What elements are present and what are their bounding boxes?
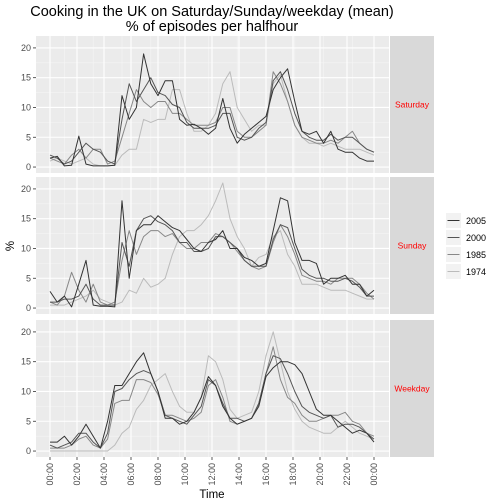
legend: 2005 2000 1985 1974 bbox=[446, 213, 486, 279]
y-axis-label: % bbox=[5, 241, 17, 251]
y-tick-label: 10 bbox=[21, 386, 31, 396]
x-tick-label: 04:00 bbox=[99, 463, 109, 486]
series-line-2000-weekday bbox=[49, 355, 375, 449]
x-tick-label: 22:00 bbox=[342, 463, 352, 486]
y-tick-label: 5 bbox=[26, 416, 31, 426]
y-tick-label: 0 bbox=[26, 446, 31, 456]
series-line-1974-weekday bbox=[50, 331, 375, 452]
series-line-1985-sunday bbox=[49, 224, 375, 306]
x-tick-label: 00:00 bbox=[369, 463, 379, 486]
x-tick-label: 10:00 bbox=[180, 463, 190, 486]
y-tick-label: 5 bbox=[26, 132, 31, 142]
y-tick-label: 20 bbox=[21, 327, 31, 337]
y-tick-label: 10 bbox=[21, 243, 31, 253]
series-line-2005-sunday bbox=[49, 197, 375, 308]
y-tick-label: 20 bbox=[21, 43, 31, 53]
facet-strip bbox=[390, 320, 434, 457]
facet-strip bbox=[390, 177, 434, 314]
legend-label-2005: 2005 bbox=[466, 216, 486, 226]
legend-label-2000: 2000 bbox=[466, 233, 486, 243]
y-tick-label: 15 bbox=[21, 214, 31, 224]
x-tick-label: 02:00 bbox=[72, 463, 82, 486]
y-tick-label: 5 bbox=[26, 273, 31, 283]
panel-saturday: 0 5 10 15 20 Saturday bbox=[21, 36, 434, 173]
x-tick-label: 00:00 bbox=[45, 463, 55, 486]
x-tick-label: 20:00 bbox=[315, 463, 325, 486]
y-tick-label: 10 bbox=[21, 102, 31, 112]
facet-label-weekday: Weekday bbox=[394, 384, 430, 394]
series-line-2005-weekday bbox=[50, 352, 375, 449]
y-tick-label: 0 bbox=[26, 162, 31, 172]
facet-strip bbox=[390, 36, 434, 173]
y-tick-label: 20 bbox=[21, 184, 31, 194]
series-line-1974-sunday bbox=[50, 182, 374, 306]
series-line-2000-sunday bbox=[50, 215, 374, 306]
legend-label-1985: 1985 bbox=[466, 250, 486, 260]
panels: 0 5 10 15 20 Saturday 0 5 10 15 20 Sunday 0 5 10 15 20 We… bbox=[21, 36, 434, 486]
panel-weekday: 0 5 10 15 20 Weekday bbox=[21, 320, 434, 457]
chart-title: Cooking in the UK on Saturday/Sunday/wee… bbox=[30, 4, 394, 20]
x-tick-label: 12:00 bbox=[207, 463, 217, 486]
panel-sunday: 0 5 10 15 20 Sunday bbox=[21, 177, 434, 314]
facet-label-sunday: Sunday bbox=[398, 241, 428, 251]
series-line-2005-saturday bbox=[49, 53, 374, 167]
y-tick-label: 15 bbox=[21, 73, 31, 83]
x-tick-label: 06:00 bbox=[126, 463, 136, 486]
y-tick-label: 0 bbox=[26, 303, 31, 313]
facet-label-saturday: Saturday bbox=[395, 100, 430, 110]
series-line-2000-saturday bbox=[49, 71, 375, 165]
x-tick-label: 08:00 bbox=[153, 463, 163, 486]
x-tick-label: 16:00 bbox=[261, 463, 271, 486]
x-axis: 00:00 02:00 04:00 06:00 08:00 10:00 12:00 14:00… bbox=[45, 457, 379, 486]
x-axis-label: Time bbox=[199, 489, 224, 501]
x-tick-label: 14:00 bbox=[234, 463, 244, 486]
x-tick-label: 18:00 bbox=[288, 463, 298, 486]
y-tick-label: 15 bbox=[21, 357, 31, 367]
chart-subtitle: % of episodes per halfhour bbox=[126, 19, 299, 35]
legend-label-1974: 1974 bbox=[466, 267, 486, 277]
